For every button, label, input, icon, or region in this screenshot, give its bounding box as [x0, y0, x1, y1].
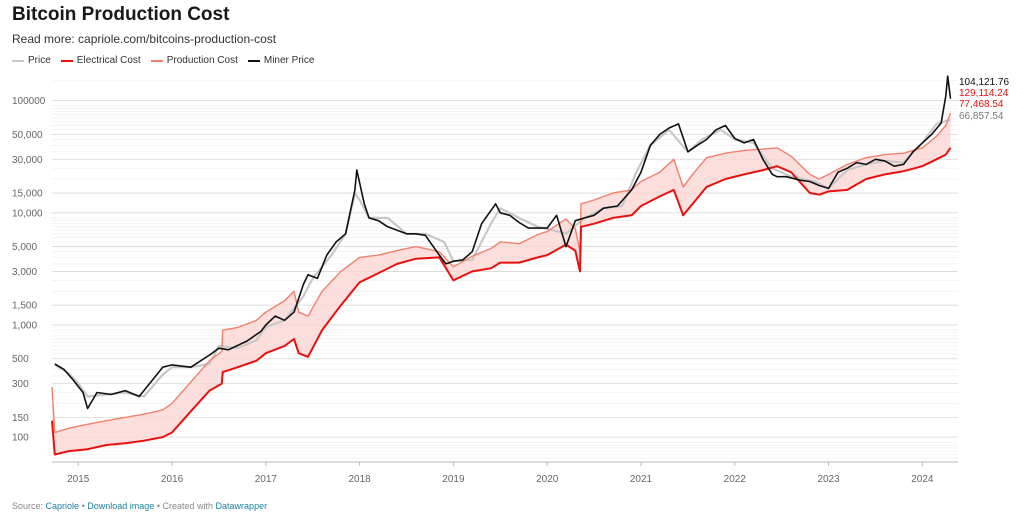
legend-swatch-miner-price — [247, 59, 260, 62]
legend-label-electrical-cost: Electrical Cost — [76, 55, 141, 66]
x-tick-label: 2015 — [67, 474, 90, 485]
y-tick-label: 30,000 — [12, 155, 43, 166]
legend: Price Electrical Cost Production Cost Mi… — [12, 55, 314, 66]
source-link[interactable]: Capriole — [45, 501, 80, 511]
series-line-price — [54, 119, 951, 398]
legend-item-miner-price: Miner Price — [247, 55, 315, 66]
y-tick-label: 50,000 — [12, 130, 43, 141]
legend-label-production-cost: Production Cost — [166, 55, 238, 66]
y-tick-label: 3,000 — [12, 267, 37, 278]
end-value-label: 66,857.54 — [959, 111, 1004, 122]
footer-source-prefix: Source: — [12, 501, 44, 511]
x-tick-label: 2021 — [630, 474, 653, 485]
series-line-electrical-cost — [51, 147, 952, 456]
legend-item-electrical-cost: Electrical Cost — [60, 55, 141, 66]
chart-subtitle: Read more: capriole.com/bitcoins-product… — [12, 32, 277, 46]
x-tick-label: 2020 — [536, 474, 559, 485]
legend-swatch-electrical-cost — [60, 59, 73, 62]
end-value-label: 129,114.24 — [959, 88, 1009, 99]
legend-swatch-price — [12, 59, 24, 62]
footer-created-prefix: Created with — [162, 501, 214, 511]
legend-item-production-cost: Production Cost — [150, 55, 238, 66]
x-tick-label: 2019 — [442, 474, 465, 485]
x-tick-label: 2024 — [911, 474, 934, 485]
legend-label-price: Price — [28, 55, 51, 66]
chart-title: Bitcoin Production Cost — [12, 4, 230, 25]
x-tick-label: 2016 — [161, 474, 184, 485]
end-value-label: 104,121.76 — [959, 77, 1009, 88]
y-tick-label: 150 — [12, 413, 29, 424]
y-tick-label: 500 — [12, 354, 29, 365]
y-tick-label: 1,000 — [12, 320, 37, 331]
x-tick-label: 2018 — [349, 474, 372, 485]
legend-item-price: Price — [12, 55, 51, 66]
y-tick-label: 15,000 — [12, 189, 43, 200]
y-tick-label: 300 — [12, 379, 29, 390]
x-tick-label: 2023 — [817, 474, 840, 485]
legend-label-miner-price: Miner Price — [263, 55, 315, 66]
series-line-miner-price — [54, 75, 952, 410]
cost-band-area — [52, 113, 951, 455]
y-tick-label: 10,000 — [12, 208, 43, 219]
end-value-label: 77,468.54 — [959, 99, 1004, 110]
y-tick-label: 100 — [12, 433, 29, 444]
x-tick-label: 2017 — [255, 474, 278, 485]
datawrapper-link[interactable]: Datawrapper — [215, 501, 268, 511]
series-line-production-cost — [51, 112, 952, 434]
y-tick-label: 100000 — [12, 96, 46, 107]
y-tick-label: 5,000 — [12, 242, 37, 253]
download-image-link[interactable]: Download image — [87, 501, 155, 511]
x-tick-label: 2022 — [724, 474, 747, 485]
footer-separator: • — [156, 501, 160, 511]
footer-separator: • — [81, 501, 85, 511]
footer: Source: Capriole • Download image • Crea… — [12, 501, 267, 511]
legend-swatch-production-cost — [150, 59, 163, 62]
y-tick-label: 1,500 — [12, 301, 37, 312]
